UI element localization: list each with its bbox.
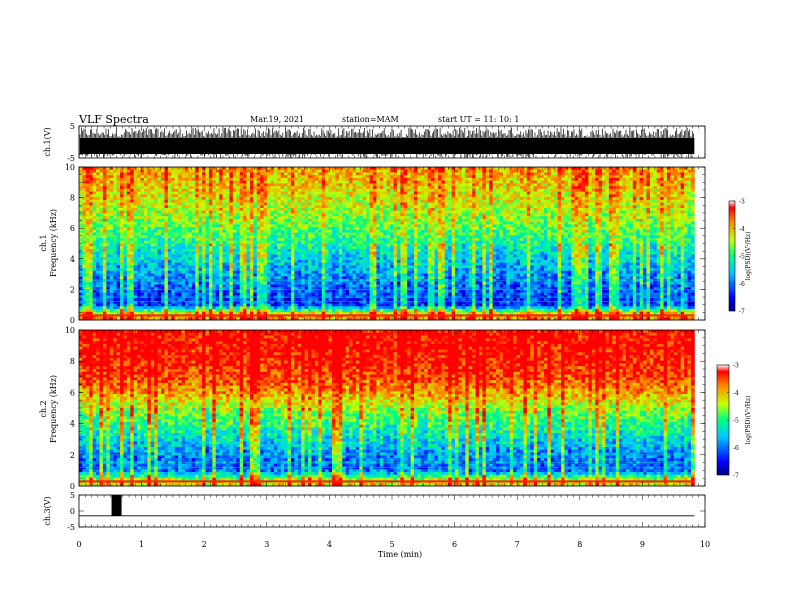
ch1-spectrogram-cells bbox=[79, 167, 695, 320]
x-tick-4: 4 bbox=[327, 540, 332, 549]
x-tick-3: 3 bbox=[264, 540, 269, 549]
ch1-spectrogram-y-tick-0: 0 bbox=[70, 316, 75, 325]
ch3-waveform-pulse bbox=[112, 495, 122, 516]
ch1-spectrogram-y-tick-2: 2 bbox=[70, 285, 75, 294]
ch1-colorbar-tick--6: -6 bbox=[739, 281, 745, 288]
ch2-spectrogram-y-tick-6: 6 bbox=[70, 388, 75, 397]
ch2-colorbar-tick--7: -7 bbox=[733, 473, 739, 480]
x-axis-label: Time (min) bbox=[378, 550, 422, 559]
x-tick-0: 0 bbox=[76, 540, 81, 549]
figure-title: VLF Spectra bbox=[78, 113, 149, 126]
ch2-spectrogram-y-tick-4: 4 bbox=[70, 420, 75, 429]
x-tick-5: 5 bbox=[389, 540, 394, 549]
date-label: Mar.19, 2021 bbox=[250, 115, 304, 124]
ch1-waveform-ylabel: ch.1(V) bbox=[43, 127, 52, 156]
ch2-colorbar: -3 -4 -5 -6 -7 log(PSD)(V²/Hz) bbox=[717, 363, 752, 480]
x-tick-1: 1 bbox=[139, 540, 144, 549]
ch2-spectrogram-y-tick-0: 0 bbox=[70, 482, 75, 491]
ch3-waveform-y-tick-5: 5 bbox=[70, 491, 75, 500]
ch1-spectrogram-channel-label: ch.1 bbox=[39, 234, 48, 251]
x-tick-6: 6 bbox=[452, 540, 457, 549]
x-tick-9: 9 bbox=[640, 540, 645, 549]
ch1-spectrogram-ylabel: Frequency (kHz) bbox=[49, 209, 58, 277]
ch2-spectrogram-y-tick-8: 8 bbox=[70, 357, 75, 366]
ch1-waveform-panel: 5 -5 bbox=[67, 122, 705, 163]
ch2-spectrogram-y-tick-2: 2 bbox=[70, 451, 75, 460]
ch2-spectrogram-channel-label: ch.2 bbox=[39, 400, 48, 417]
station-label: station=MAM bbox=[342, 115, 399, 124]
ch2-spectrogram-ylabel: Frequency (kHz) bbox=[49, 375, 58, 443]
ch2-colorbar-tick--6: -6 bbox=[733, 445, 739, 452]
ch1-spectrogram-y-tick-4: 4 bbox=[70, 255, 75, 264]
ch1-colorbar-tick--3: -3 bbox=[739, 199, 745, 206]
ch1-spectrogram-y-tick-6: 6 bbox=[70, 224, 75, 233]
ch1-spectrogram-panel: 0 2 4 6 8 10 bbox=[65, 163, 705, 325]
x-axis: 0 1 2 3 4 5 6 7 8 9 10 bbox=[76, 540, 710, 549]
ch2-spectrogram-y-tick-10: 10 bbox=[65, 326, 75, 335]
ch2-spectrogram-cells bbox=[79, 330, 695, 486]
x-tick-10: 10 bbox=[700, 540, 710, 549]
ch2-colorbar-tick--5: -5 bbox=[733, 418, 739, 425]
ch1-spectrogram-y-tick-8: 8 bbox=[70, 194, 75, 203]
x-tick-7: 7 bbox=[515, 540, 520, 549]
ch1-spectrogram-y-tick-10: 10 bbox=[65, 163, 75, 172]
ch2-colorbar-tick--3: -3 bbox=[733, 363, 739, 370]
ch1-waveform-y-tick--5: -5 bbox=[67, 154, 75, 163]
ch2-spectrogram-panel: 0 2 4 6 8 10 bbox=[65, 326, 705, 491]
ch3-waveform-y-tick--5: -5 bbox=[67, 523, 75, 532]
ch1-colorbar: -3-4-5-6-7 log(PSD)(V²/Hz) bbox=[729, 199, 752, 316]
ch2-colorbar-tick--4: -4 bbox=[733, 390, 739, 397]
x-tick-2: 2 bbox=[202, 540, 207, 549]
ch3-waveform-panel: 5 0 -5 bbox=[67, 491, 705, 532]
ch1-colorbar-tick--7: -7 bbox=[739, 309, 745, 316]
start-ut-label: start UT = 11: 10: 1 bbox=[438, 115, 519, 124]
ch1-colorbar-label: log(PSD)(V²/Hz) bbox=[745, 232, 752, 281]
ch2-colorbar-label: log(PSD)(V²/Hz) bbox=[745, 396, 752, 445]
ch1-waveform-y-tick-5: 5 bbox=[70, 122, 75, 131]
x-tick-8: 8 bbox=[577, 540, 582, 549]
ch3-waveform-y-tick-0: 0 bbox=[70, 507, 75, 516]
ch3-waveform-ylabel: ch.3(V) bbox=[43, 496, 52, 525]
